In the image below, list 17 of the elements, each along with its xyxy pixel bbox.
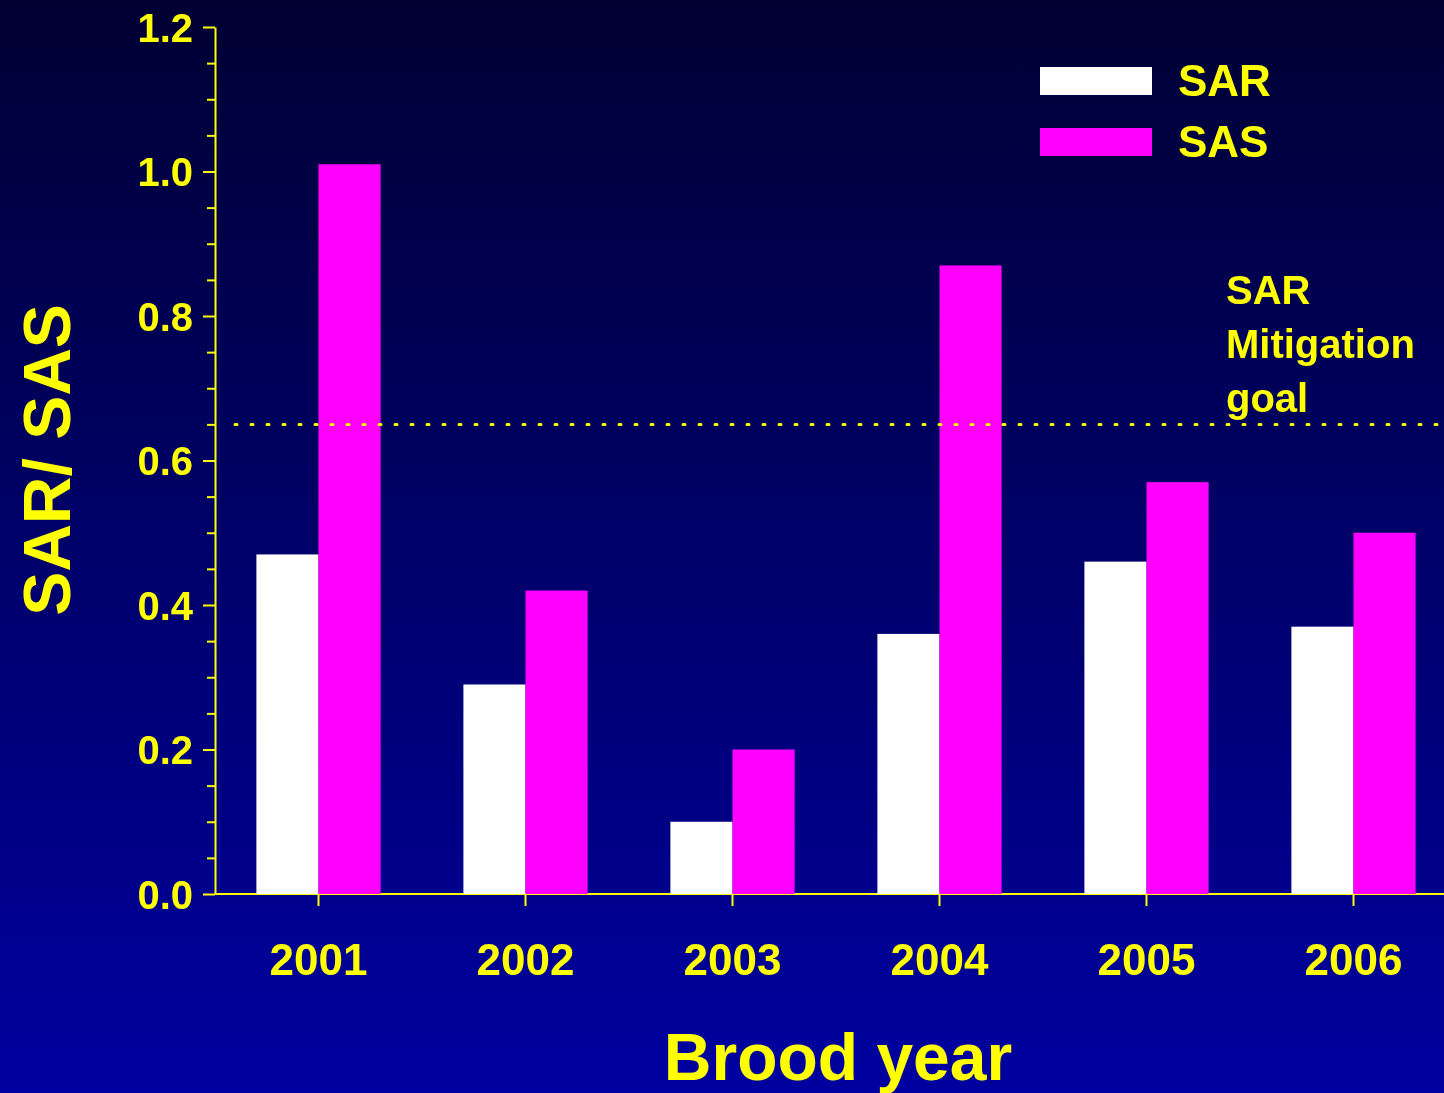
y-axis-title: SAR/ SAS xyxy=(10,304,84,616)
y-tick-label: 0.8 xyxy=(137,294,193,339)
ref-line-label: SAR Mitigation goal xyxy=(1226,268,1415,421)
y-tick-label: 1.2 xyxy=(137,5,193,50)
y-tick-label: 1.0 xyxy=(137,150,193,194)
x-tick-label: 2003 xyxy=(683,935,782,984)
x-tick-label: 2001 xyxy=(269,935,368,984)
legend-label: SAS xyxy=(1178,117,1269,167)
y-tick-label: 0.0 xyxy=(137,872,193,917)
x-tick-label: 2006 xyxy=(1304,935,1403,984)
x-tick-label: 2004 xyxy=(890,935,989,984)
x-tick-label: 2005 xyxy=(1097,935,1196,984)
x-tick-label: 2002 xyxy=(476,935,575,984)
legend-label: SAR xyxy=(1178,56,1271,106)
y-tick-label: 0.6 xyxy=(137,439,193,483)
y-tick-label: 0.4 xyxy=(137,583,194,628)
y-tick-label: 0.2 xyxy=(137,728,193,772)
